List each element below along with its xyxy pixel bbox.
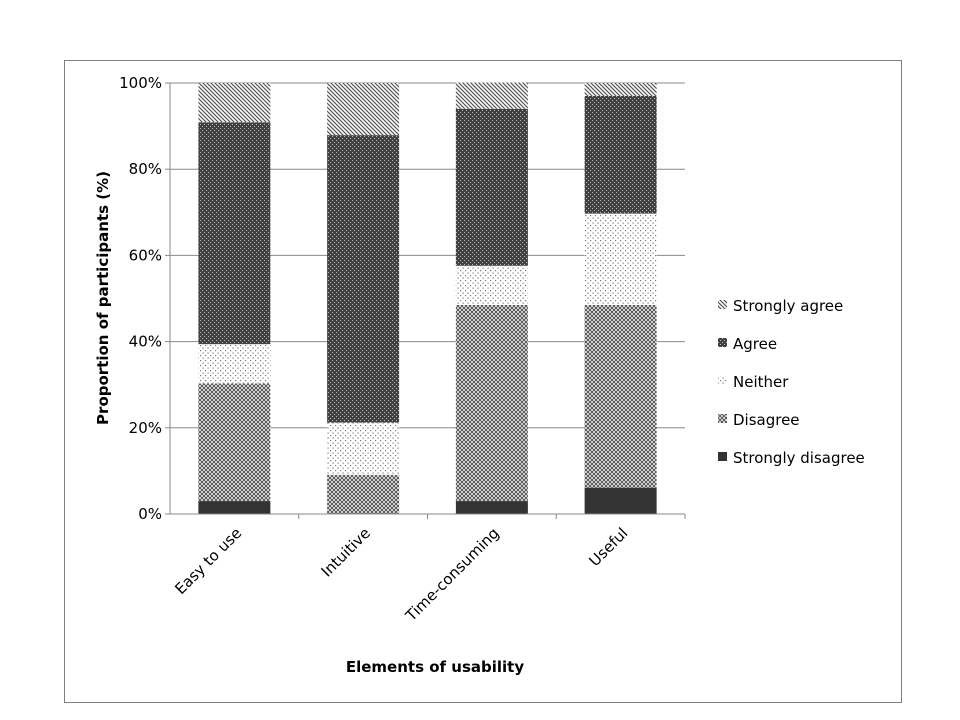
bar-segment-strongly-disagree: [198, 501, 271, 514]
bar-segment-neither: [198, 344, 271, 384]
y-tick-label: 80%: [129, 160, 162, 178]
legend-swatch-strongly-agree: [718, 300, 727, 309]
bar-segment-strongly-disagree: [455, 501, 528, 514]
x-axis-label: Elements of usability: [346, 658, 524, 676]
bar-segment-disagree: [198, 383, 271, 502]
bar-segment-agree: [455, 108, 528, 266]
x-tick-label: Intuitive: [318, 524, 374, 580]
legend-swatch-disagree: [718, 414, 727, 423]
x-tick-label: Easy to use: [171, 524, 245, 598]
x-tick-label: Time-consuming: [401, 524, 502, 625]
legend-label: Strongly agree: [733, 297, 843, 315]
bar-segment-strongly-disagree: [584, 487, 657, 514]
bar-segment-agree: [198, 122, 271, 345]
bar-segment-agree: [584, 95, 657, 214]
legend-label: Agree: [733, 335, 777, 353]
y-axis-label: Proportion of participants (%): [94, 171, 112, 425]
bar-segment-agree: [327, 135, 400, 423]
bar-segment-strongly-agree: [327, 83, 400, 136]
bar-segment-strongly-agree: [455, 82, 528, 109]
y-tick-label: 40%: [129, 333, 162, 351]
legend-swatch-agree: [718, 338, 727, 347]
legend-label: Strongly disagree: [733, 449, 865, 467]
legend-swatch-neither: [718, 376, 727, 385]
y-tick-label: 60%: [129, 246, 162, 264]
bar-segment-strongly-agree: [584, 83, 657, 96]
y-tick-label: 20%: [129, 419, 162, 437]
chart-frame: [64, 60, 902, 703]
bar-segment-neither: [455, 265, 528, 305]
bar-segment-disagree: [584, 304, 657, 488]
bar-segment-neither: [584, 213, 657, 305]
bar-segment-strongly-agree: [198, 83, 271, 123]
bar-segment-neither: [327, 422, 400, 475]
x-tick-label: Useful: [586, 524, 632, 570]
bar-segment-disagree: [327, 474, 400, 514]
legend-swatch-strongly-disagree: [718, 452, 727, 461]
legend-label: Neither: [733, 373, 789, 391]
legend-label: Disagree: [733, 411, 800, 429]
y-tick-label: 0%: [138, 505, 162, 523]
bar-segment-disagree: [455, 304, 528, 502]
y-tick-label: 100%: [119, 74, 162, 92]
